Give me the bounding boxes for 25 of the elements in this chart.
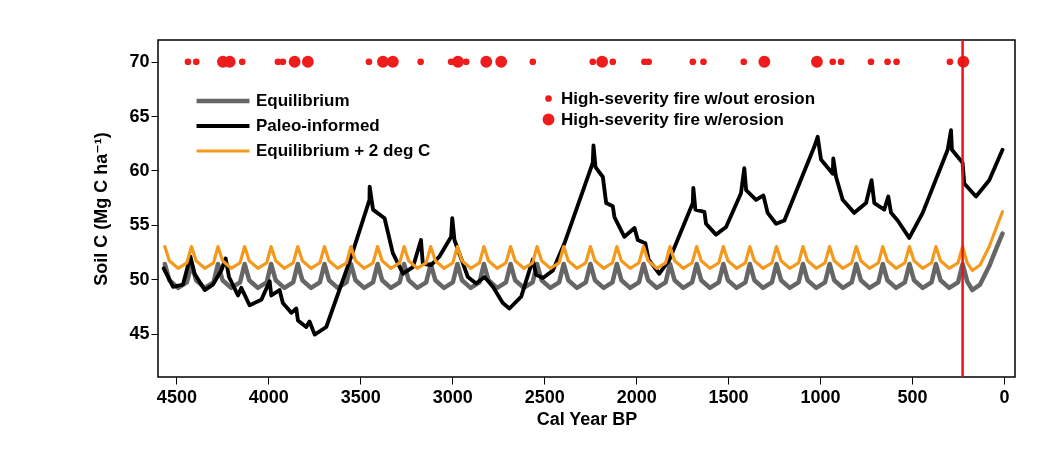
x-tick-label: 2000 (616, 386, 657, 407)
y-tick-label: 65 (129, 105, 150, 126)
y-tick-label: 70 (129, 51, 150, 72)
x-tick-label: 3500 (340, 386, 381, 407)
legend-label: Equilibrium (256, 91, 350, 110)
x-tick-label: 0 (999, 386, 1010, 407)
x-axis-title: Cal Year BP (536, 408, 638, 429)
x-tick-label: 4500 (156, 386, 197, 407)
y-tick-label: 50 (129, 268, 150, 289)
line-series (163, 210, 1005, 273)
x-tick-label: 4000 (248, 386, 289, 407)
legend-label: High-severity fire w/out erosion (561, 88, 816, 108)
y-tick-label: 55 (129, 214, 150, 235)
x-tick-label: 1500 (708, 386, 749, 407)
y-axis-title: Soil C (Mg C ha⁻¹) (91, 132, 112, 286)
legend-label: High-severity fire w/erosion (561, 109, 784, 129)
y-tick-label: 45 (129, 323, 150, 344)
line-series (162, 231, 1005, 293)
y-tick-label: 60 (129, 159, 150, 180)
legend-label: Paleo-informed (256, 116, 380, 135)
legend-label: Equilibrium + 2 deg C (256, 141, 431, 160)
x-tick-label: 3000 (432, 386, 473, 407)
x-tick-label: 1000 (800, 386, 841, 407)
x-tick-label: 500 (897, 386, 928, 407)
x-tick-label: 2500 (524, 386, 565, 407)
